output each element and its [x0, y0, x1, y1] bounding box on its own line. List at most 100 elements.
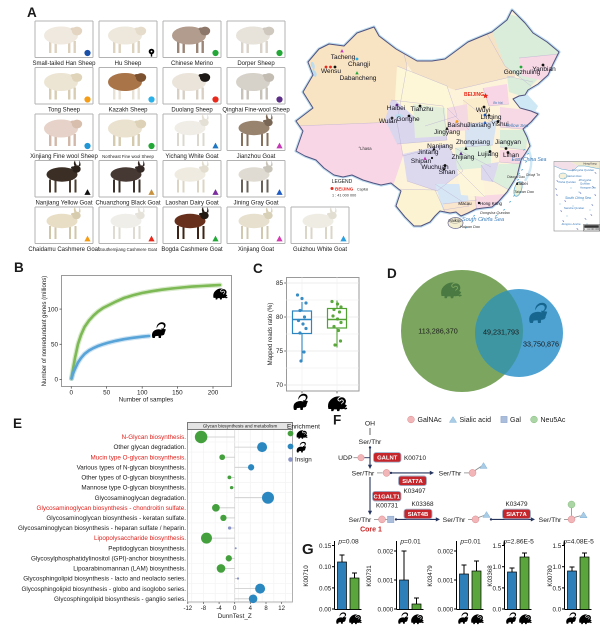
svg-text:Guizhou White Goat: Guizhou White Goat — [293, 247, 347, 253]
svg-text:Zengmu Ansha: Zengmu Ansha — [561, 222, 581, 226]
svg-text:Jianzhou Goat: Jianzhou Goat — [237, 154, 276, 160]
svg-text:Xisha Qundao: Xisha Qundao — [557, 180, 576, 184]
svg-text:C1GALT1: C1GALT1 — [374, 494, 401, 500]
svg-text:Dorper Sheep: Dorper Sheep — [237, 61, 275, 67]
svg-text:Hu Sheep: Hu Sheep — [115, 61, 142, 67]
svg-text:Yishui: Yishui — [491, 121, 508, 128]
svg-text:Hainan Dao: Hainan Dao — [460, 225, 480, 229]
svg-text:Haibei: Haibei — [387, 105, 405, 112]
svg-text:South China Sea: South China Sea — [462, 217, 504, 223]
svg-text:Dabancheng: Dabancheng — [340, 75, 377, 82]
svg-text:C: C — [253, 261, 263, 276]
svg-text:Diaoyu Dao: Diaoyu Dao — [507, 175, 525, 179]
svg-text:Nanjiang: Nanjiang — [427, 143, 453, 150]
svg-text:Glycosylphosphatidylinositol (: Glycosylphosphatidylinositol (GPI)-ancho… — [31, 555, 186, 562]
svg-text:Glycosaminoglycan biosynthesis: Glycosaminoglycan biosynthesis - keratan… — [46, 515, 186, 522]
svg-text:Shipan: Shipan — [411, 158, 432, 165]
svg-text:K00731: K00731 — [376, 503, 398, 510]
svg-text:Number of nonredundant genes (: Number of nonredundant genes (millions) — [42, 276, 48, 386]
svg-text:Glycosaminoglycan degradation.: Glycosaminoglycan degradation. — [95, 495, 187, 502]
svg-text:150: 150 — [172, 390, 183, 397]
svg-text:4: 4 — [249, 606, 253, 612]
svg-text:Dongsha Qundao: Dongsha Qundao — [480, 211, 510, 215]
svg-text:Taiwan Dao: Taiwan Dao — [514, 190, 534, 194]
svg-text:Glycan biosynthesis and metabo: Glycan biosynthesis and metabolism — [203, 424, 278, 429]
svg-text:0.001: 0.001 — [378, 577, 394, 584]
svg-text:Gonghe: Gonghe — [396, 116, 420, 123]
svg-text:Capital: Capital — [357, 188, 368, 192]
svg-text:p=4.08E-5: p=4.08E-5 — [562, 539, 594, 546]
svg-text:N-Glycan biosynthesis.: N-Glycan biosynthesis. — [122, 434, 187, 441]
svg-text:0: 0 — [70, 390, 74, 397]
svg-text:100: 100 — [47, 306, 58, 313]
svg-text:Xinjiang Goat: Xinjiang Goat — [238, 247, 274, 253]
svg-text:Haikou: Haikou — [448, 218, 462, 223]
svg-text:Yellow Sea: Yellow Sea — [506, 123, 529, 128]
svg-text:Baishui: Baishui — [447, 122, 468, 129]
svg-text:Glycosphingolipid biosynthesis: Glycosphingolipid biosynthesis - globo a… — [21, 586, 186, 593]
svg-text:K00710: K00710 — [303, 565, 310, 587]
svg-text:50: 50 — [51, 342, 59, 349]
svg-text:Zhongsha: Zhongsha — [578, 178, 592, 182]
svg-text:p=2.86E-5: p=2.86E-5 — [502, 539, 534, 546]
svg-text:Bogda Cashmere Goat: Bogda Cashmere Goat — [161, 247, 223, 253]
svg-text:0.000: 0.000 — [438, 606, 454, 613]
svg-text:B: B — [14, 260, 24, 275]
svg-text:1.0: 1.0 — [553, 564, 562, 571]
svg-text:0.000: 0.000 — [378, 606, 394, 613]
svg-text:Gal: Gal — [510, 417, 521, 424]
svg-text:Number of samples: Number of samples — [119, 397, 174, 404]
svg-text:Chaidamu Cashmere Goat: Chaidamu Cashmere Goat — [28, 247, 100, 253]
svg-text:Kazakh Sheep: Kazakh Sheep — [108, 108, 148, 114]
svg-text:Mapped reads ratio (%): Mapped reads ratio (%) — [268, 303, 274, 366]
svg-text:Ser/Thr: Ser/Thr — [443, 517, 466, 524]
svg-text:Bo Hai: Bo Hai — [493, 101, 503, 105]
svg-text:1 : 41 000 000: 1 : 41 000 000 — [332, 194, 356, 198]
svg-text:Ser/Thr: Ser/Thr — [352, 470, 375, 477]
svg-text:Glycosaminoglycan biosynthesis: Glycosaminoglycan biosynthesis - chondro… — [37, 505, 187, 512]
svg-text:0: 0 — [233, 606, 237, 612]
svg-text:Insign: Insign — [295, 457, 312, 464]
svg-text:Zhongxiang: Zhongxiang — [456, 139, 490, 146]
svg-text:K00731: K00731 — [366, 565, 373, 587]
svg-text:Dongsha Qundao: Dongsha Qundao — [572, 168, 594, 172]
svg-text:Yanbian: Yanbian — [532, 66, 556, 73]
svg-text:-12: -12 — [183, 606, 192, 612]
svg-text:Nanjiang Yellow Goat: Nanjiang Yellow Goat — [35, 201, 92, 207]
svg-text:0: 0 — [54, 377, 58, 384]
svg-text:Jintang: Jintang — [418, 149, 439, 156]
svg-text:D: D — [387, 266, 397, 281]
svg-text:K03479: K03479 — [505, 501, 527, 508]
svg-text:Lujiang: Lujiang — [478, 151, 499, 158]
svg-text:Chuanzhong Black Goat: Chuanzhong Black Goat — [95, 201, 160, 207]
svg-text:Chinese Merino: Chinese Merino — [171, 61, 214, 67]
svg-text:0.002: 0.002 — [378, 548, 394, 555]
svg-text:K03479: K03479 — [427, 565, 434, 587]
svg-text:Wuchuan: Wuchuan — [421, 164, 449, 171]
svg-text:-8: -8 — [201, 606, 207, 612]
svg-text:SIAT4B: SIAT4B — [408, 512, 429, 518]
svg-text:12: 12 — [278, 606, 285, 612]
svg-text:0.05: 0.05 — [319, 585, 332, 592]
svg-text:Jiaxiang: Jiaxiang — [467, 122, 491, 129]
svg-text:Gongzhuling: Gongzhuling — [504, 69, 541, 76]
svg-text:0.00: 0.00 — [319, 606, 332, 613]
svg-text:Enrichment: Enrichment — [287, 424, 320, 431]
svg-text:0.5: 0.5 — [553, 585, 562, 592]
svg-text:1.0: 1.0 — [493, 564, 502, 571]
svg-text:South China Sea: South China Sea — [565, 196, 591, 200]
svg-text:A: A — [27, 5, 37, 20]
svg-text:K00780: K00780 — [547, 565, 554, 587]
svg-text:0.15: 0.15 — [319, 543, 332, 550]
svg-text:K03368: K03368 — [411, 501, 433, 508]
svg-text:Qinghai Fine-wool Sheep: Qinghai Fine-wool Sheep — [222, 108, 290, 114]
svg-text:K03497: K03497 — [403, 488, 425, 495]
svg-text:1.5: 1.5 — [493, 543, 502, 550]
svg-text:Glycosaminoglycan biosynthesis: Glycosaminoglycan biosynthesis - heparan… — [18, 525, 186, 532]
svg-text:Chiayi Tn: Chiayi Tn — [526, 173, 540, 177]
svg-text:0.10: 0.10 — [319, 564, 332, 571]
svg-text:200: 200 — [208, 390, 219, 397]
svg-text:UDP: UDP — [338, 455, 353, 462]
svg-text:Northeast Fine wool Sheep: Northeast Fine wool Sheep — [102, 154, 154, 159]
svg-text:Linan: Linan — [503, 152, 519, 159]
